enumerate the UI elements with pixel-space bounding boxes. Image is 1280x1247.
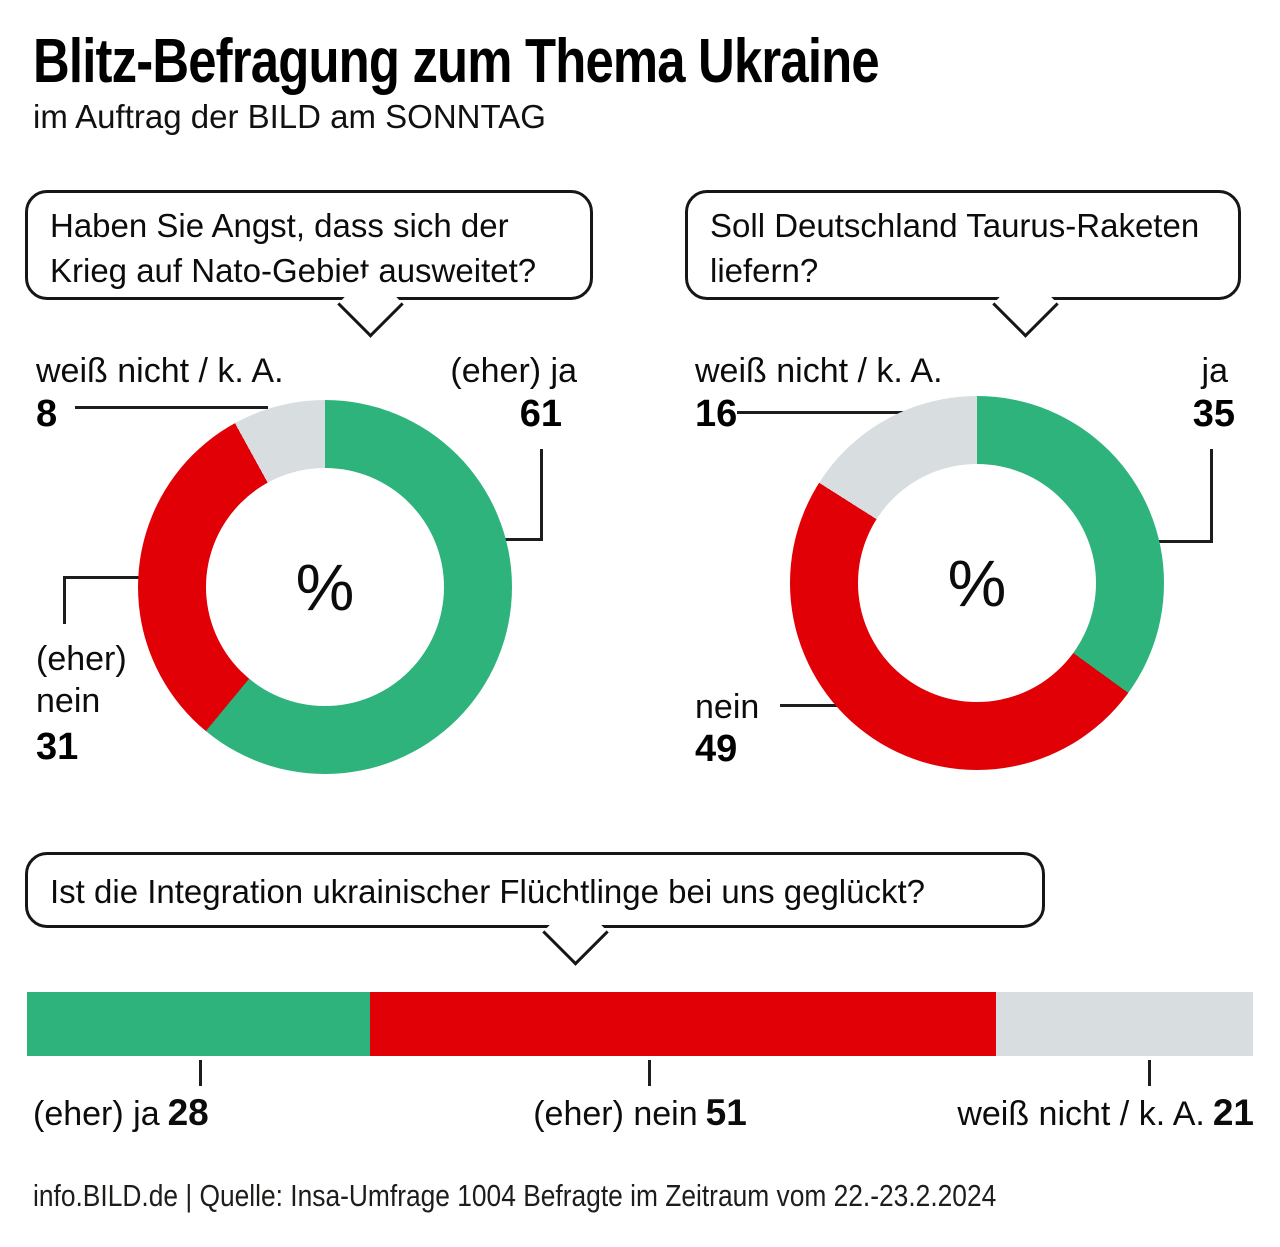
stacked-bar-integration <box>27 992 1253 1056</box>
tick-line <box>1148 1060 1151 1086</box>
value-taurus-nein: 49 <box>695 728 738 770</box>
tick-line <box>648 1060 651 1086</box>
value-nato-weissnicht: 8 <box>36 393 58 435</box>
donut-center: % <box>858 464 1096 702</box>
value-nato-ja: 61 <box>519 393 562 435</box>
connector-line <box>1158 540 1213 543</box>
question-text-taurus: Soll Deutschland Taurus-Raketen liefern? <box>710 207 1200 289</box>
donut-center: % <box>206 468 444 706</box>
bar-label-nein-text: (eher) nein <box>533 1095 698 1133</box>
connector-line <box>737 411 904 414</box>
label-taurus-weissnicht: weiß nicht / k. A. <box>695 352 943 390</box>
percent-sign: % <box>295 550 355 624</box>
bar-label-nein: (eher) nein 51 <box>533 1092 747 1134</box>
percent-sign: % <box>947 546 1007 620</box>
question-text-integration: Ist die Integration ukrainischer Flüchtl… <box>50 873 925 910</box>
bar-label-nein-value: 51 <box>705 1092 747 1133</box>
bar-segment-ja <box>27 992 371 1056</box>
bar-label-weissnicht-value: 21 <box>1212 1092 1254 1133</box>
connector-line <box>63 576 66 624</box>
question-bubble-nato: Haben Sie Angst, dass sich der Krieg auf… <box>25 190 593 338</box>
label-nato-ja: (eher) ja <box>450 352 577 390</box>
bar-label-weissnicht: weiß nicht / k. A. 21 <box>957 1092 1254 1134</box>
value-taurus-weissnicht: 16 <box>695 393 738 435</box>
connector-line <box>540 449 543 541</box>
value-nato-nein: 31 <box>36 726 79 768</box>
connector-line <box>1210 449 1213 543</box>
page-title: Blitz-Befragung zum Thema Ukraine <box>33 27 880 96</box>
question-bubble-integration: Ist die Integration ukrainischer Flüchtl… <box>25 852 1045 966</box>
bar-segment-nein <box>370 992 996 1056</box>
donut-chart-taurus: % <box>790 396 1164 770</box>
connector-line <box>75 406 268 409</box>
bar-label-ja: (eher) ja 28 <box>33 1092 209 1134</box>
connector-line <box>780 704 840 707</box>
label-nato-weissnicht: weiß nicht / k. A. <box>36 352 284 390</box>
bar-label-weissnicht-text: weiß nicht / k. A. <box>957 1095 1205 1133</box>
label-taurus-ja: ja <box>1201 352 1228 390</box>
question-text-nato: Haben Sie Angst, dass sich der Krieg auf… <box>50 207 537 289</box>
bar-label-ja-value: 28 <box>167 1092 209 1133</box>
value-taurus-ja: 35 <box>1192 393 1235 435</box>
connector-line <box>63 576 141 579</box>
bar-label-ja-text: (eher) ja <box>33 1095 160 1133</box>
source-line: info.BILD.de | Quelle: Insa-Umfrage 1004… <box>33 1178 997 1213</box>
label-nato-nein: (eher) nein <box>36 640 127 720</box>
connector-line <box>505 538 543 541</box>
page-subtitle: im Auftrag der BILD am SONNTAG <box>33 98 546 135</box>
donut-chart-nato: % <box>138 400 512 774</box>
bar-segment-weissnicht <box>995 992 1253 1056</box>
tick-line <box>199 1060 202 1086</box>
label-taurus-nein: nein <box>695 688 760 726</box>
question-bubble-taurus: Soll Deutschland Taurus-Raketen liefern? <box>685 190 1241 338</box>
